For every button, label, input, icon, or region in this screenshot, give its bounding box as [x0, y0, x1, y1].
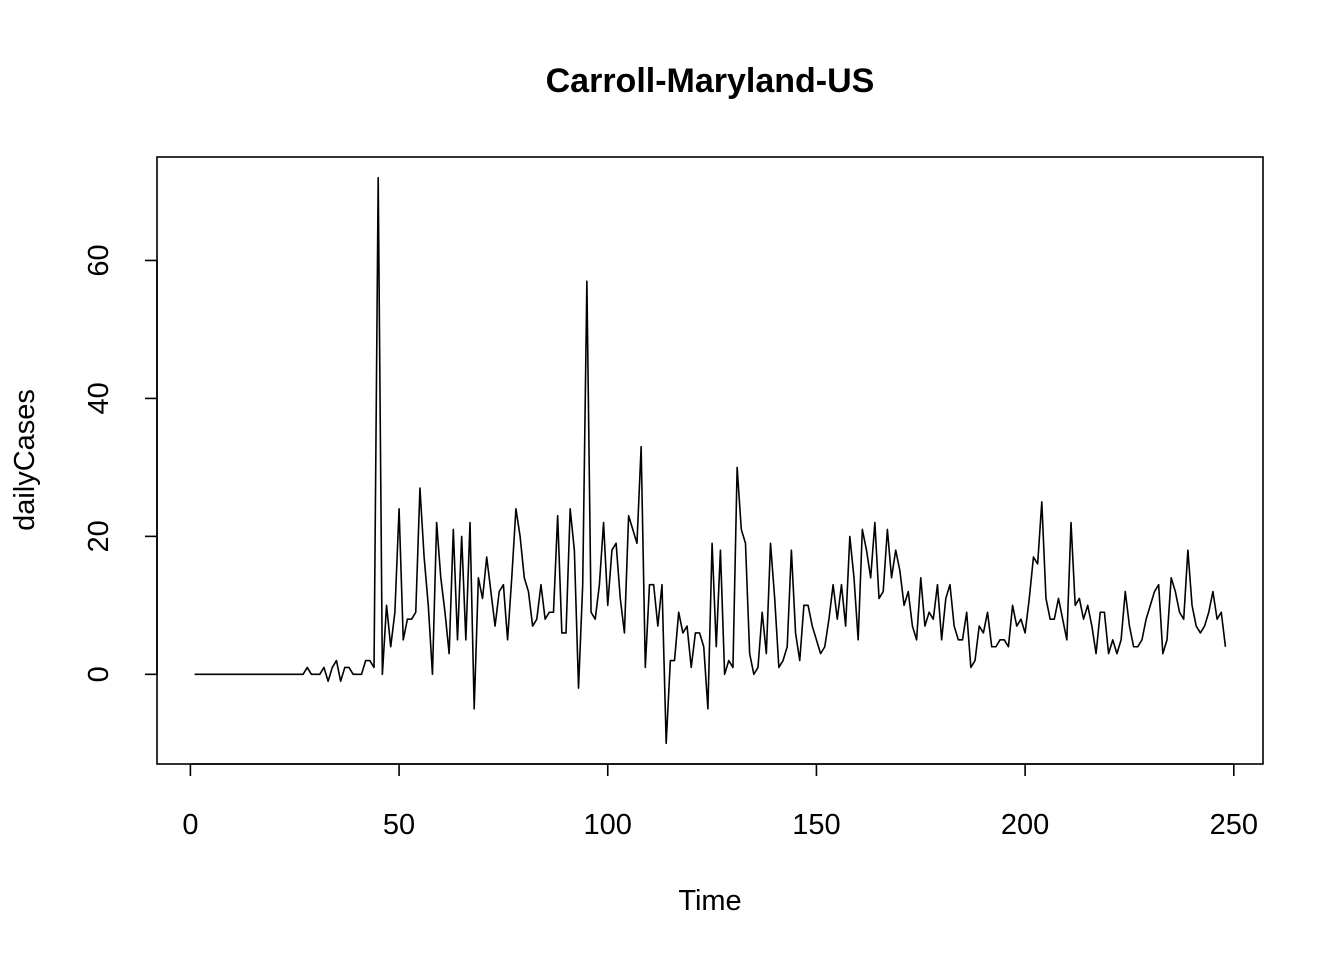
y-tick-label: 0: [83, 666, 115, 682]
x-tick-label: 100: [584, 809, 632, 841]
y-tick-label: 40: [83, 382, 115, 414]
y-axis: 0 20 40 60: [83, 244, 158, 682]
x-tick-label: 50: [383, 809, 415, 841]
y-tick-label: 60: [83, 244, 115, 276]
x-tick-label: 0: [182, 809, 198, 841]
x-axis: 0 50 100 150 200 250: [182, 763, 1258, 841]
y-axis-label: dailyCases: [9, 389, 41, 531]
chart-title: Carroll-Maryland-US: [546, 62, 875, 100]
x-tick-label: 200: [1001, 809, 1049, 841]
x-tick-label: 150: [792, 809, 840, 841]
series-line: [194, 176, 1227, 745]
x-axis-label: Time: [678, 885, 741, 917]
plot-frame: [156, 156, 1264, 765]
x-tick-label: 250: [1210, 809, 1258, 841]
y-tick-label: 20: [83, 520, 115, 552]
